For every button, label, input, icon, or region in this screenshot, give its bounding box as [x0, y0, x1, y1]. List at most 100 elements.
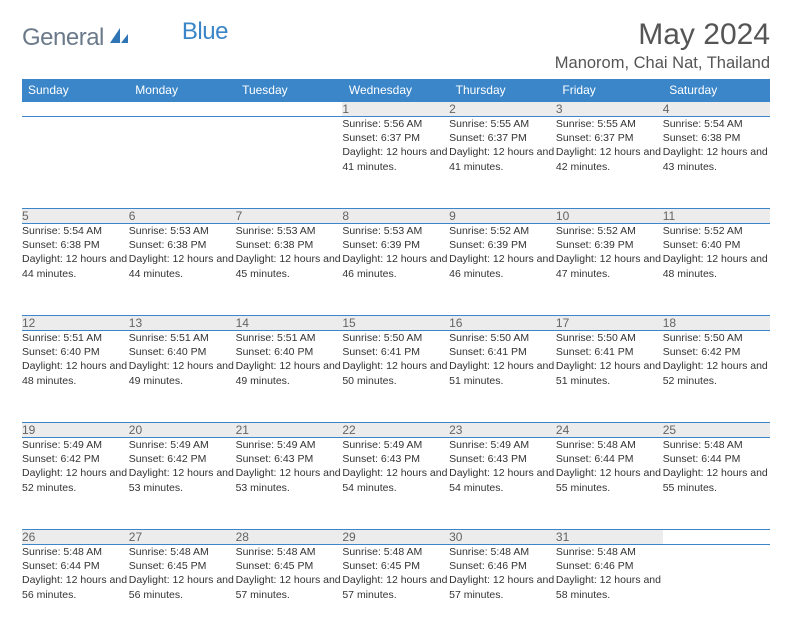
- day-number-cell: 22: [342, 423, 449, 438]
- day-number-cell: 17: [556, 316, 663, 331]
- sunrise-text: Sunrise: 5:51 AM: [22, 331, 129, 345]
- sunset-text: Sunset: 6:40 PM: [129, 345, 236, 359]
- day-detail-cell: Sunrise: 5:49 AMSunset: 6:43 PMDaylight:…: [449, 438, 556, 530]
- day-number-cell: 1: [342, 102, 449, 117]
- daylight-text: Daylight: 12 hours and 41 minutes.: [342, 145, 449, 173]
- weekday-header: Saturday: [663, 79, 770, 102]
- day-detail-cell: Sunrise: 5:56 AMSunset: 6:37 PMDaylight:…: [342, 117, 449, 209]
- sunset-text: Sunset: 6:40 PM: [663, 238, 770, 252]
- location-text: Manorom, Chai Nat, Thailand: [555, 54, 770, 73]
- sunset-text: Sunset: 6:41 PM: [556, 345, 663, 359]
- sunrise-text: Sunrise: 5:54 AM: [22, 224, 129, 238]
- daylight-text: Daylight: 12 hours and 46 minutes.: [342, 252, 449, 280]
- weekday-header: Friday: [556, 79, 663, 102]
- day-detail-cell: Sunrise: 5:48 AMSunset: 6:44 PMDaylight:…: [22, 545, 129, 637]
- sunrise-text: Sunrise: 5:50 AM: [556, 331, 663, 345]
- weekday-header: Sunday: [22, 79, 129, 102]
- title-block: May 2024 Manorom, Chai Nat, Thailand: [555, 18, 770, 73]
- day-number-cell: 16: [449, 316, 556, 331]
- day-detail-cell: Sunrise: 5:48 AMSunset: 6:45 PMDaylight:…: [236, 545, 343, 637]
- sunset-text: Sunset: 6:44 PM: [663, 452, 770, 466]
- sunset-text: Sunset: 6:46 PM: [556, 559, 663, 573]
- daylight-text: Daylight: 12 hours and 49 minutes.: [236, 359, 343, 387]
- sunset-text: Sunset: 6:45 PM: [129, 559, 236, 573]
- day-detail-row: Sunrise: 5:48 AMSunset: 6:44 PMDaylight:…: [22, 545, 770, 637]
- sunset-text: Sunset: 6:43 PM: [236, 452, 343, 466]
- day-detail-cell: Sunrise: 5:52 AMSunset: 6:39 PMDaylight:…: [556, 224, 663, 316]
- daylight-text: Daylight: 12 hours and 44 minutes.: [22, 252, 129, 280]
- daylight-text: Daylight: 12 hours and 43 minutes.: [663, 145, 770, 173]
- sunset-text: Sunset: 6:42 PM: [663, 345, 770, 359]
- day-number-cell: 8: [342, 209, 449, 224]
- day-detail-cell: Sunrise: 5:48 AMSunset: 6:44 PMDaylight:…: [663, 438, 770, 530]
- day-detail-cell: [22, 117, 129, 209]
- sunset-text: Sunset: 6:37 PM: [342, 131, 449, 145]
- day-detail-cell: Sunrise: 5:48 AMSunset: 6:44 PMDaylight:…: [556, 438, 663, 530]
- daylight-text: Daylight: 12 hours and 52 minutes.: [663, 359, 770, 387]
- day-number-cell: 28: [236, 530, 343, 545]
- day-number-cell: 4: [663, 102, 770, 117]
- day-detail-cell: Sunrise: 5:49 AMSunset: 6:42 PMDaylight:…: [129, 438, 236, 530]
- day-detail-row: Sunrise: 5:49 AMSunset: 6:42 PMDaylight:…: [22, 438, 770, 530]
- sunrise-text: Sunrise: 5:49 AM: [449, 438, 556, 452]
- day-detail-cell: [663, 545, 770, 637]
- sunset-text: Sunset: 6:46 PM: [449, 559, 556, 573]
- sunrise-text: Sunrise: 5:51 AM: [236, 331, 343, 345]
- daylight-text: Daylight: 12 hours and 50 minutes.: [342, 359, 449, 387]
- day-number-cell: 31: [556, 530, 663, 545]
- sunrise-text: Sunrise: 5:48 AM: [129, 545, 236, 559]
- sunrise-text: Sunrise: 5:50 AM: [449, 331, 556, 345]
- day-number-cell: 12: [22, 316, 129, 331]
- daylight-text: Daylight: 12 hours and 53 minutes.: [236, 466, 343, 494]
- day-detail-cell: Sunrise: 5:50 AMSunset: 6:41 PMDaylight:…: [449, 331, 556, 423]
- weekday-header: Monday: [129, 79, 236, 102]
- day-number-cell: 14: [236, 316, 343, 331]
- day-detail-cell: [236, 117, 343, 209]
- sunrise-text: Sunrise: 5:49 AM: [22, 438, 129, 452]
- sunrise-text: Sunrise: 5:48 AM: [556, 545, 663, 559]
- sunset-text: Sunset: 6:40 PM: [236, 345, 343, 359]
- sunset-text: Sunset: 6:38 PM: [236, 238, 343, 252]
- logo-text-blue: Blue: [182, 18, 228, 46]
- sunrise-text: Sunrise: 5:49 AM: [129, 438, 236, 452]
- weekday-header-row: Sunday Monday Tuesday Wednesday Thursday…: [22, 79, 770, 102]
- day-detail-cell: Sunrise: 5:49 AMSunset: 6:43 PMDaylight:…: [236, 438, 343, 530]
- day-detail-cell: Sunrise: 5:53 AMSunset: 6:38 PMDaylight:…: [236, 224, 343, 316]
- sunrise-text: Sunrise: 5:55 AM: [449, 117, 556, 131]
- sunset-text: Sunset: 6:44 PM: [556, 452, 663, 466]
- daylight-text: Daylight: 12 hours and 55 minutes.: [663, 466, 770, 494]
- day-number-cell: 13: [129, 316, 236, 331]
- logo-text-general: General: [22, 24, 104, 52]
- daylight-text: Daylight: 12 hours and 57 minutes.: [342, 573, 449, 601]
- weekday-header: Wednesday: [342, 79, 449, 102]
- day-number-cell: 20: [129, 423, 236, 438]
- day-detail-cell: Sunrise: 5:48 AMSunset: 6:45 PMDaylight:…: [342, 545, 449, 637]
- daylight-text: Daylight: 12 hours and 42 minutes.: [556, 145, 663, 173]
- day-number-cell: 15: [342, 316, 449, 331]
- day-detail-row: Sunrise: 5:56 AMSunset: 6:37 PMDaylight:…: [22, 117, 770, 209]
- sunset-text: Sunset: 6:39 PM: [449, 238, 556, 252]
- day-detail-cell: Sunrise: 5:48 AMSunset: 6:46 PMDaylight:…: [449, 545, 556, 637]
- day-number-row: 567891011: [22, 209, 770, 224]
- sunrise-text: Sunrise: 5:49 AM: [342, 438, 449, 452]
- day-detail-cell: Sunrise: 5:55 AMSunset: 6:37 PMDaylight:…: [449, 117, 556, 209]
- sunset-text: Sunset: 6:45 PM: [342, 559, 449, 573]
- sunset-text: Sunset: 6:45 PM: [236, 559, 343, 573]
- sunrise-text: Sunrise: 5:53 AM: [342, 224, 449, 238]
- day-number-cell: 2: [449, 102, 556, 117]
- daylight-text: Daylight: 12 hours and 45 minutes.: [236, 252, 343, 280]
- sunset-text: Sunset: 6:37 PM: [449, 131, 556, 145]
- daylight-text: Daylight: 12 hours and 55 minutes.: [556, 466, 663, 494]
- sunset-text: Sunset: 6:38 PM: [22, 238, 129, 252]
- sunrise-text: Sunrise: 5:48 AM: [22, 545, 129, 559]
- daylight-text: Daylight: 12 hours and 47 minutes.: [556, 252, 663, 280]
- day-detail-cell: Sunrise: 5:49 AMSunset: 6:42 PMDaylight:…: [22, 438, 129, 530]
- day-number-cell: 27: [129, 530, 236, 545]
- day-number-cell: [663, 530, 770, 545]
- day-number-cell: [129, 102, 236, 117]
- day-number-cell: 9: [449, 209, 556, 224]
- sunrise-text: Sunrise: 5:52 AM: [449, 224, 556, 238]
- day-number-cell: [236, 102, 343, 117]
- daylight-text: Daylight: 12 hours and 51 minutes.: [449, 359, 556, 387]
- day-number-cell: 19: [22, 423, 129, 438]
